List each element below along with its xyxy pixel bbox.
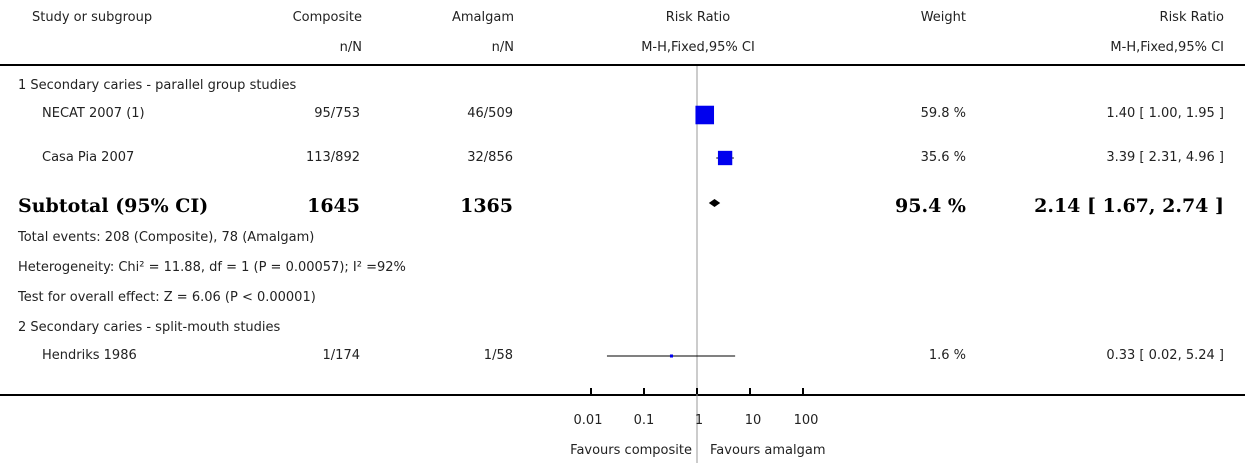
header-composite: Composite: [292, 10, 362, 25]
heterogeneity-note: Heterogeneity: Chi² = 11.88, df = 1 (P =…: [18, 260, 406, 275]
weight-value: 1.6 %: [928, 348, 966, 363]
study-name: NECAT 2007 (1): [42, 106, 145, 121]
weight-value: 35.6 %: [920, 150, 966, 165]
study-name: Hendriks 1986: [42, 348, 137, 363]
study-marker: [695, 105, 715, 125]
total-events-note: Total events: 208 (Composite), 78 (Amalg…: [18, 230, 315, 245]
events-composite: 95/753: [314, 106, 360, 121]
weight-value: 59.8 %: [920, 106, 966, 121]
study-name: Casa Pia 2007: [42, 150, 135, 165]
header-study: Study or subgroup: [32, 10, 153, 25]
header-composite-sub: n/N: [339, 40, 362, 55]
overall-effect-note: Test for overall effect: Z = 6.06 (P < 0…: [18, 290, 316, 305]
group-title: 1 Secondary caries - parallel group stud…: [18, 78, 297, 93]
subtotal-amalgam: 1365: [460, 195, 513, 217]
events-amalgam: 1/58: [483, 348, 513, 363]
favours-left-label: Favours composite: [570, 443, 692, 458]
tick-label: 1: [694, 413, 704, 428]
tick-label: 10: [744, 413, 762, 428]
events-amalgam: 46/509: [467, 106, 513, 121]
tick-label: 0.1: [633, 413, 655, 428]
header-divider: [0, 64, 1245, 66]
study-marker: [717, 150, 733, 166]
footer-divider: [0, 394, 1245, 396]
ci-value: 0.33 [ 0.02, 5.24 ]: [1106, 348, 1224, 363]
header-weight: Weight: [920, 10, 966, 25]
header-risk-ratio-plot: Risk Ratio: [665, 10, 731, 25]
ci-value: 1.40 [ 1.00, 1.95 ]: [1106, 106, 1224, 121]
subtotal-ci: 2.14 [ 1.67, 2.74 ]: [1034, 195, 1224, 217]
ci-value: 3.39 [ 2.31, 4.96 ]: [1106, 150, 1224, 165]
header-amalgam: Amalgam: [451, 10, 514, 25]
header-amalgam-sub: n/N: [491, 40, 514, 55]
group-title: 2 Secondary caries - split-mouth studies: [18, 320, 281, 335]
subtotal-composite: 1645: [307, 195, 360, 217]
tick-label: 0.01: [573, 413, 603, 428]
header-risk-ratio: Risk Ratio: [1159, 10, 1224, 25]
subtotal-diamond: [708, 199, 721, 207]
tick-label: 100: [793, 413, 819, 428]
study-marker: [669, 354, 673, 358]
header-risk-ratio-sub: M-H,Fixed,95% CI: [1110, 40, 1224, 55]
subtotal-weight: 95.4 %: [895, 195, 966, 217]
events-amalgam: 32/856: [467, 150, 513, 165]
favours-right-label: Favours amalgam: [710, 443, 826, 458]
header-risk-ratio-plot-sub: M-H,Fixed,95% CI: [641, 40, 755, 55]
events-composite: 1/174: [322, 348, 360, 363]
events-composite: 113/892: [305, 150, 360, 165]
subtotal-label: Subtotal (95% CI): [18, 195, 209, 217]
